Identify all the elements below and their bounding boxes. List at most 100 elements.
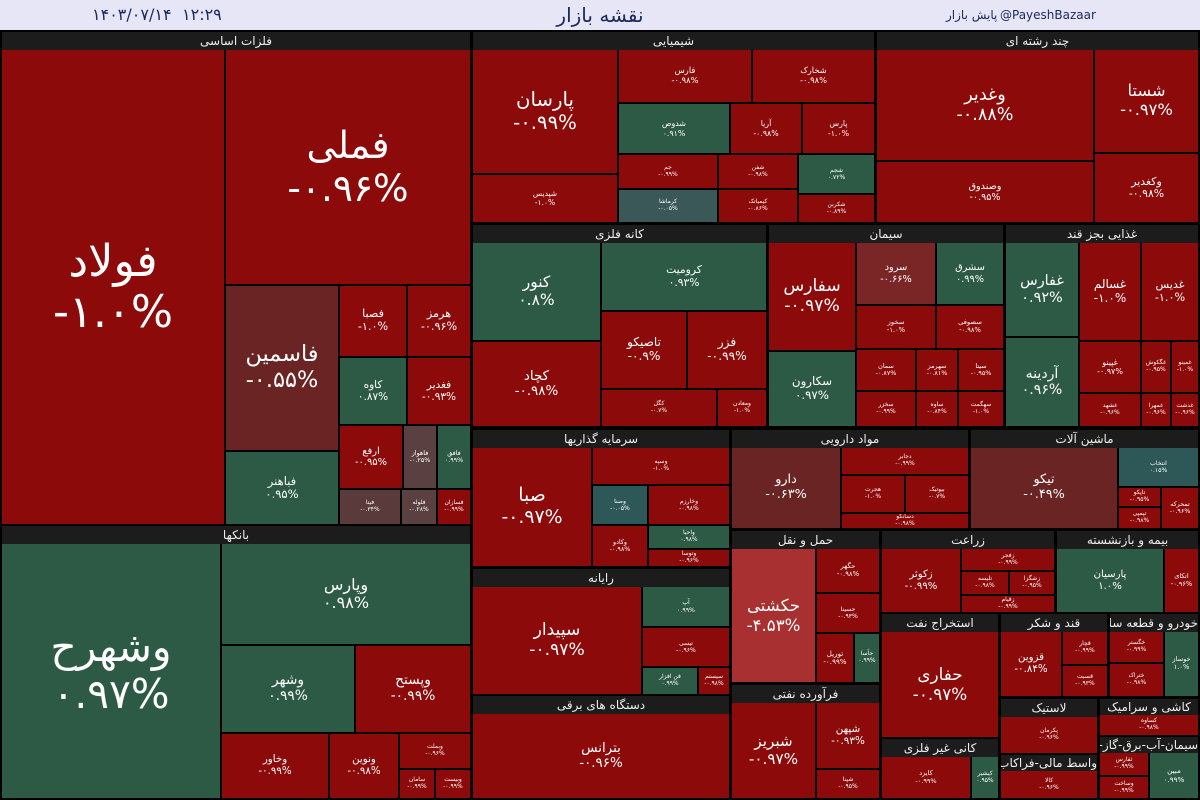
stock-change: ۰.۹۳% [668, 275, 700, 289]
stock-change: -۰.۷% [650, 407, 668, 414]
stock-tile: مبین ۰.۹۹% [1150, 753, 1198, 798]
stock-tile: تلیسه -۰.۹۸% [962, 572, 1008, 594]
stock-name: وکغدیر [1131, 174, 1162, 188]
stock-change: -۱.۰% [357, 320, 389, 333]
stock-name: پارسیان [1093, 568, 1127, 580]
stock-tile: فغدیر -۰.۹۳% [408, 358, 470, 424]
stock-name: سیستم [705, 673, 723, 681]
stock-change: -۰.۹۵% [354, 457, 388, 468]
stock-tile: پکرمان -۰.۹۶% [1001, 717, 1097, 753]
stock-change: -۰.۹۳% [1075, 680, 1095, 687]
stock-name: پارسان [516, 87, 574, 111]
stock-name: وخاور [262, 753, 288, 766]
stock-tile: انتخاب ۰.۱۵% [1119, 448, 1198, 486]
date: ۱۴۰۳/۰۷/۱۴ [92, 5, 172, 24]
stock-tile: وکغدیر -۰.۹۸% [1095, 154, 1198, 222]
stock-name: وشهرح [50, 623, 172, 672]
stock-tile: وپستح -۰.۹۹% [356, 646, 470, 732]
stock-name: وصنا [614, 498, 626, 506]
stock-tile: سرود -۰.۶۶% [857, 243, 935, 304]
stock-change: -۰.۹۸% [1139, 724, 1159, 731]
stock-change: ۰.۹۷% [52, 670, 170, 718]
stock-change: -۰.۹۸% [959, 326, 981, 334]
stock-tile: شپهن -۰.۹۳% [817, 703, 879, 768]
stock-tile: دجابر -۰.۹۹% [842, 448, 968, 474]
stock-change: -۱.۰% [53, 287, 173, 338]
stock-tile: تیکو -۰.۴۹% [971, 448, 1117, 528]
stock-name: سمان [878, 361, 894, 370]
stock-change: -۰.۹۷% [529, 639, 585, 660]
stock-name: واحیا [683, 529, 695, 537]
stock-change: -۰.۹۸% [975, 582, 995, 589]
stock-tile: غسالم -۱.۰% [1080, 243, 1140, 340]
stock-tile: فباهنر ۰.۹۵% [226, 452, 338, 524]
stock-change: ۰.۹۶% [1021, 382, 1063, 398]
stock-name: شپهن [835, 722, 861, 735]
stock-name: سخزر [878, 401, 894, 409]
stock-change: -۰.۳۴% [360, 506, 380, 513]
stock-name: فملی [306, 122, 390, 167]
stock-change: ۰.۹۵% [265, 487, 299, 501]
stock-change: -۰.۹۸% [895, 520, 915, 527]
stock-name: ونوین [352, 753, 376, 766]
stock-tile: سفارس -۰.۹۷% [769, 243, 855, 350]
stock-tile: تاصیکو -۰.۹% [602, 312, 686, 388]
stock-tile: ثفارس -۰.۹۹% [1100, 753, 1148, 775]
stock-change: -۰.۹۹% [658, 170, 678, 178]
stock-tile: تپمپی -۰.۹۸% [1119, 508, 1160, 528]
stock-tile: کنور ۰.۸% [473, 243, 600, 340]
stock-change: -۰.۸۹% [826, 207, 847, 215]
stock-change: -۰.۹۷% [501, 506, 563, 528]
stock-name: آردینه [1025, 365, 1059, 382]
stock-name: قچار [1079, 640, 1091, 648]
stock-tile: پارسان -۰.۹۹% [473, 50, 617, 173]
stock-name: آپ [682, 599, 690, 607]
stock-name: تمحرکه [1170, 499, 1190, 508]
stock-name: کایزد [919, 768, 933, 777]
stock-tile: وپارس ۰.۹۸% [222, 544, 470, 644]
stock-change: -۱.۰% [972, 408, 990, 415]
stock-change: -۰.۹۷% [912, 683, 968, 704]
sector-header: کاشی و سرامیک [1100, 699, 1198, 715]
stock-change: -۰.۹۹% [998, 558, 1018, 566]
stock-change: -۰.۹۹% [513, 110, 577, 134]
stock-tile: بیوتیک -۰.۷% [906, 476, 968, 512]
stock-name: تیکو [1033, 472, 1055, 488]
stock-name: سفارس [783, 275, 841, 296]
stock-tile: وتوسا -۰.۹۶% [649, 550, 729, 566]
stock-change: -۰.۹۶% [425, 750, 445, 757]
sector-header: فرآورده نفتی [732, 685, 879, 703]
site-name: پایش بازار [946, 8, 998, 22]
stock-tile: ساوه -۰.۸۴% [917, 392, 957, 426]
stock-name: حآسا [860, 650, 874, 658]
stock-tile: وکادو -۰.۹۸% [593, 526, 647, 566]
stock-name: شبریز [754, 732, 793, 751]
stock-tile: آریا -۰.۹۸% [731, 104, 801, 153]
stock-name: جم [664, 163, 672, 171]
sector-header: سرمایه گذاریها [473, 430, 729, 448]
stock-name: غدیس [1155, 277, 1185, 291]
stock-name: کالا [1044, 776, 1054, 784]
stock-change: -۰.۹۶% [1169, 507, 1191, 515]
stock-change: -۰.۹۹% [904, 580, 938, 592]
stock-name: شدوص [662, 119, 686, 129]
stock-change: -۰.۹۹% [443, 783, 463, 790]
stock-tile: پارس -۱.۰% [803, 104, 874, 153]
stock-name: فافق [447, 448, 461, 457]
stock-change: -۰.۹۹% [390, 688, 436, 704]
stock-change: ۰.۹۹% [268, 688, 308, 704]
stock-change: -۰.۹۸% [514, 384, 559, 399]
stock-name: پکرمان [1040, 727, 1058, 735]
stock-tile: خگستر -۰.۹۹% [1110, 632, 1163, 662]
stock-name: سیتا [975, 361, 987, 370]
stock-change: -۰.۹۹% [1114, 763, 1134, 770]
stock-tile: وبیست -۰.۹۹% [436, 770, 470, 798]
stock-change: -۱.۰% [1176, 366, 1194, 373]
stock-tile: غمهرا -۰.۹۶% [1142, 394, 1170, 426]
stock-change: -۰.۲۸% [409, 506, 429, 513]
sector-header: رایانه [473, 569, 729, 587]
stock-tile: وصندوق -۰.۹۵% [877, 162, 1093, 222]
stock-name: قسبت [1077, 673, 1093, 681]
stock-tile: شکربن -۰.۸۹% [799, 195, 874, 222]
stock-name: سخوز [887, 318, 905, 327]
